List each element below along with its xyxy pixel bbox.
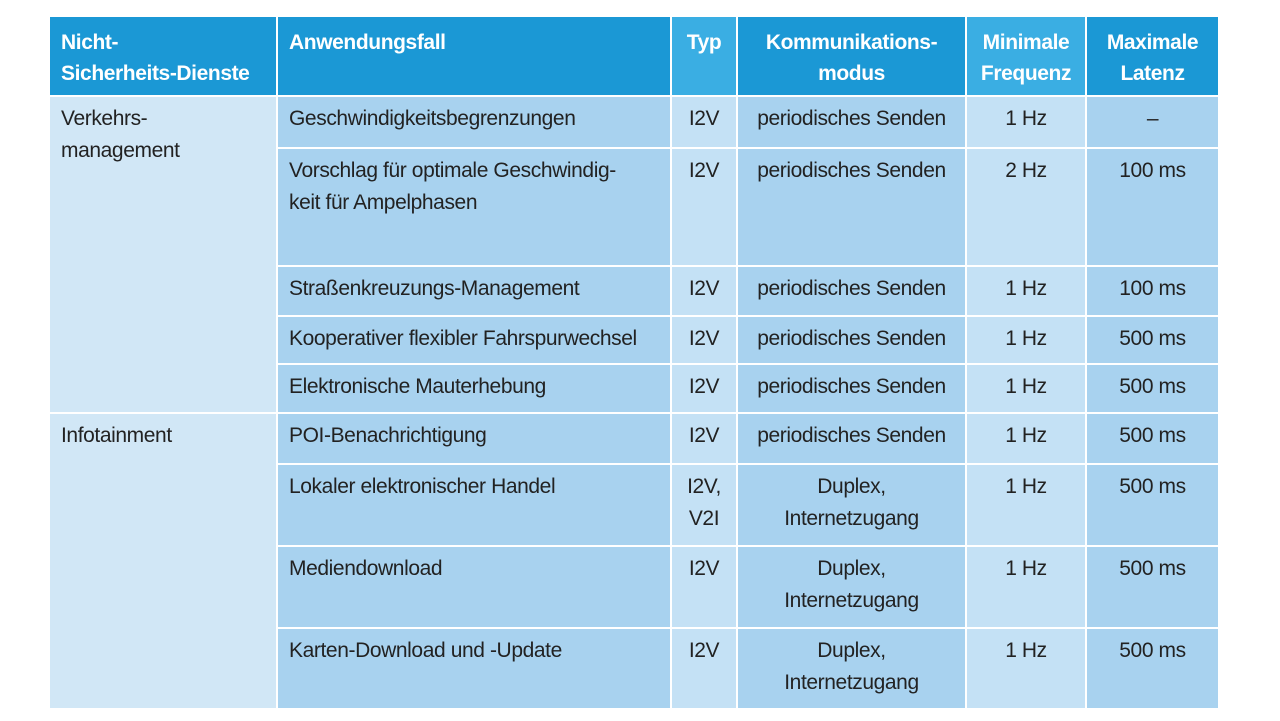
table-cell: POI-Benachrichtigung	[278, 414, 670, 463]
group-cell: Verkehrs- management	[50, 97, 276, 412]
header-cell: Maximale Latenz	[1087, 17, 1218, 95]
header-cell: Typ	[672, 17, 736, 95]
table-cell: 1 Hz	[967, 629, 1085, 708]
table-cell: Elektronische Mauterhebung	[278, 365, 670, 412]
table-cell: I2V	[672, 149, 736, 265]
table-cell: periodisches Senden	[738, 149, 965, 265]
table-cell: Lokaler elektronischer Handel	[278, 465, 670, 545]
table-cell: 2 Hz	[967, 149, 1085, 265]
header-cell: Anwendungsfall	[278, 17, 670, 95]
table-cell: 1 Hz	[967, 317, 1085, 363]
table-cell: periodisches Senden	[738, 365, 965, 412]
table-cell: I2V	[672, 629, 736, 708]
table-cell: Vorschlag für optimale Geschwindig- keit…	[278, 149, 670, 265]
table-cell: 1 Hz	[967, 547, 1085, 627]
table-cell: Kooperativer flexibler Fahrspurwechsel	[278, 317, 670, 363]
table-cell: I2V, V2I	[672, 465, 736, 545]
header-cell: Nicht- Sicherheits-Dienste	[50, 17, 276, 95]
table-cell: I2V	[672, 547, 736, 627]
table-cell: Straßenkreuzungs-Management	[278, 267, 670, 315]
table-cell: 500 ms	[1087, 317, 1218, 363]
group-cell: Infotainment	[50, 414, 276, 708]
table-cell: 1 Hz	[967, 97, 1085, 147]
table-cell: I2V	[672, 414, 736, 463]
table-cell: 1 Hz	[967, 414, 1085, 463]
table-cell: Duplex, Internetzugang	[738, 547, 965, 627]
table-cell: 500 ms	[1087, 465, 1218, 545]
header-cell: Kommunikations- modus	[738, 17, 965, 95]
table-cell: periodisches Senden	[738, 414, 965, 463]
table-cell: Karten-Download und -Update	[278, 629, 670, 708]
header-cell: Minimale Frequenz	[967, 17, 1085, 95]
table-cell: 100 ms	[1087, 149, 1218, 265]
table-cell: –	[1087, 97, 1218, 147]
table-cell: Geschwindigkeitsbegrenzungen	[278, 97, 670, 147]
table-cell: 500 ms	[1087, 547, 1218, 627]
table-cell: Duplex, Internetzugang	[738, 629, 965, 708]
table-cell: periodisches Senden	[738, 97, 965, 147]
table-cell: 1 Hz	[967, 267, 1085, 315]
table-cell: I2V	[672, 267, 736, 315]
table-cell: periodisches Senden	[738, 267, 965, 315]
table-cell: 500 ms	[1087, 414, 1218, 463]
table-cell: 1 Hz	[967, 465, 1085, 545]
table-cell: I2V	[672, 317, 736, 363]
table-cell: I2V	[672, 365, 736, 412]
table-cell: 500 ms	[1087, 629, 1218, 708]
table-cell: I2V	[672, 97, 736, 147]
table-cell: 1 Hz	[967, 365, 1085, 412]
table-cell: periodisches Senden	[738, 317, 965, 363]
table-cell: 100 ms	[1087, 267, 1218, 315]
table-cell: Mediendownload	[278, 547, 670, 627]
table-cell: 500 ms	[1087, 365, 1218, 412]
table-cell: Duplex, Internetzugang	[738, 465, 965, 545]
